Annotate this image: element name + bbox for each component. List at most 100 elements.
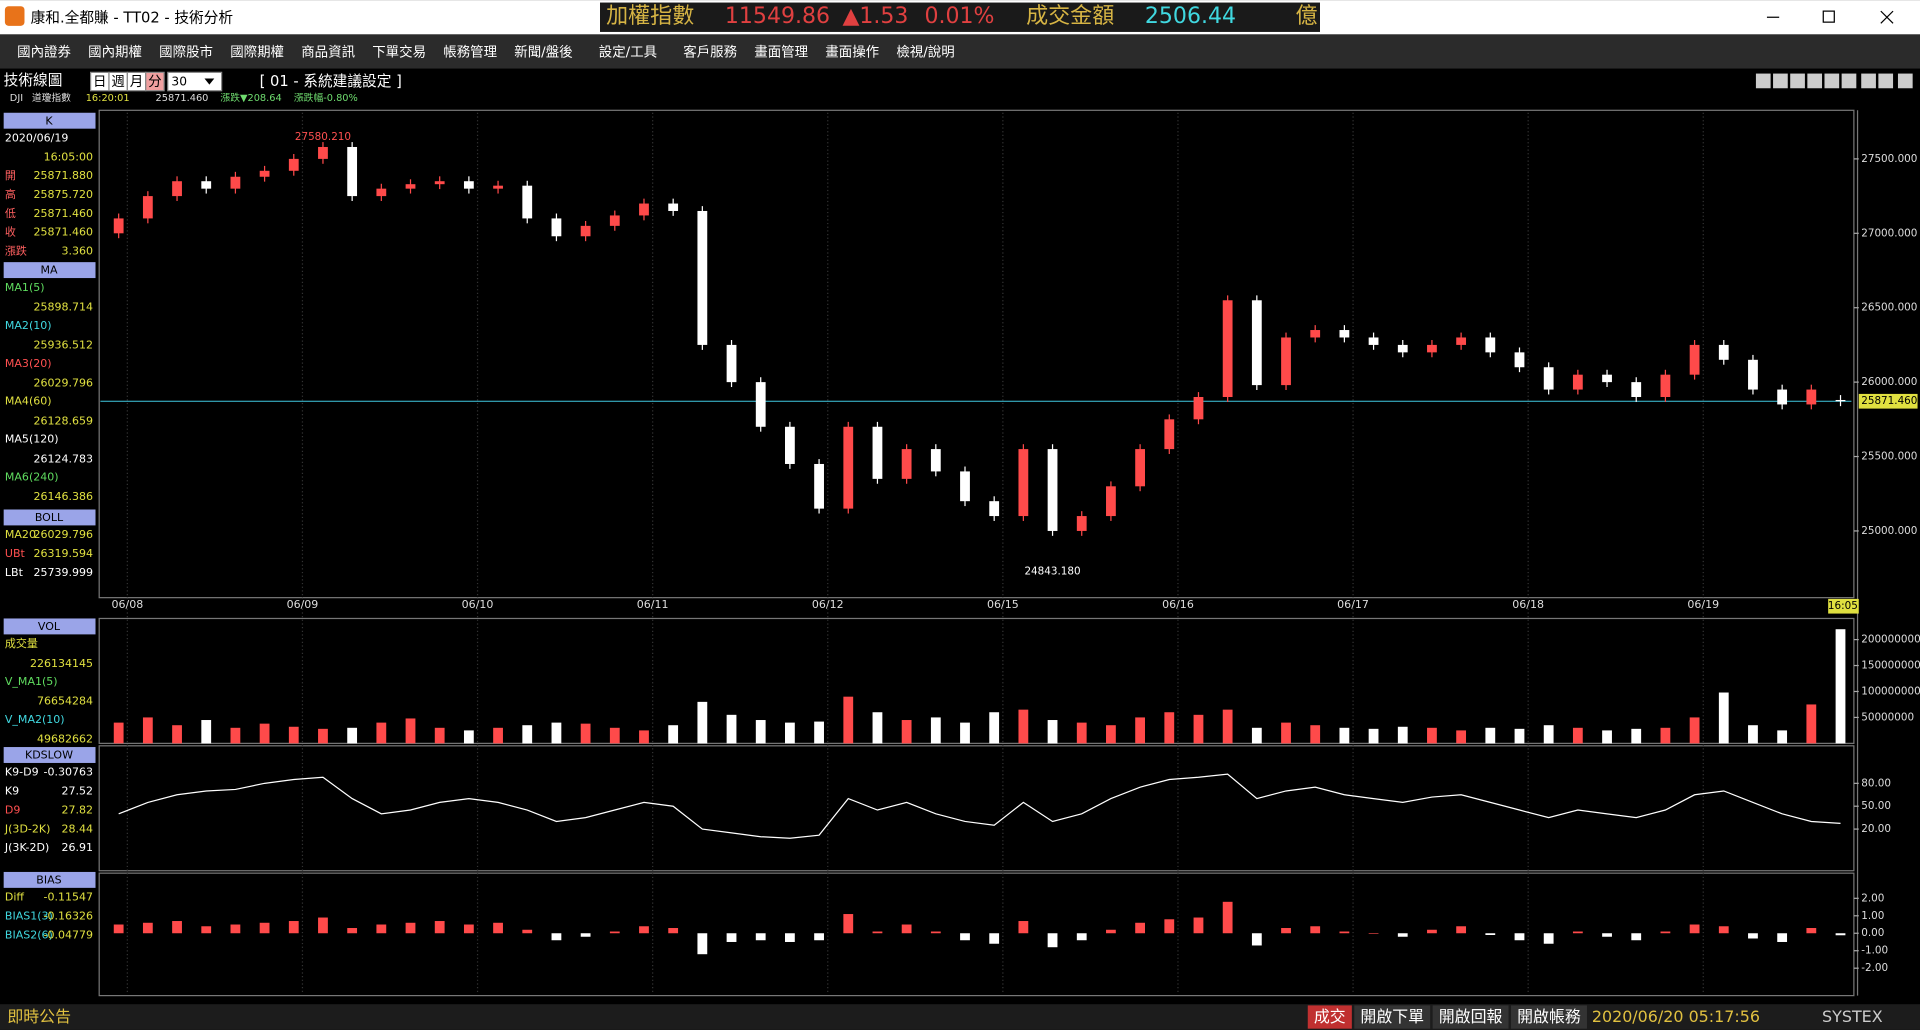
- bias-bar: [1281, 928, 1291, 934]
- info-value: -0.30763: [44, 766, 94, 779]
- candle: [1281, 337, 1291, 386]
- close-button[interactable]: [1880, 10, 1894, 24]
- symbol-price: 25871.460: [156, 93, 209, 104]
- last-price-label: 25871.460: [1861, 395, 1917, 407]
- tool-icon[interactable]: [1897, 73, 1913, 89]
- bias-bar: [493, 922, 503, 934]
- tool-icon[interactable]: [1861, 73, 1876, 89]
- menu-item[interactable]: 國內證券: [17, 44, 71, 61]
- quote-label: 加權指數: [606, 4, 694, 29]
- candle: [989, 501, 1000, 517]
- symbol-name: 道瓊指數: [32, 91, 71, 104]
- info-label: K9: [5, 785, 19, 798]
- datetime: 2020/06/20 05:17:56: [1592, 1007, 1760, 1026]
- candle: [1368, 337, 1379, 345]
- info-label: MA20: [5, 528, 36, 541]
- info-value: 25875.720: [33, 188, 93, 201]
- info-label: 低: [5, 207, 16, 220]
- status-button[interactable]: [1354, 1005, 1431, 1029]
- restore-button[interactable]: [1822, 10, 1835, 23]
- symbol-time: 16:20:01: [86, 93, 130, 104]
- plot: 27500.000 27000.000 26500.000 26000.000 2550…: [100, 112, 1920, 995]
- period-selector: 日週月分: [90, 71, 165, 92]
- time-marker-bg: [1828, 598, 1859, 614]
- status-button-label: 開啟回報: [1439, 1007, 1503, 1026]
- info-label: 漲跌: [5, 244, 27, 258]
- y-tick-label: 26500.000: [1861, 302, 1917, 314]
- bias-bar: [1339, 931, 1350, 934]
- candle: [376, 188, 387, 197]
- y-tick-label: 27000.000: [1861, 227, 1917, 239]
- menu-item[interactable]: 國內期權: [88, 45, 142, 61]
- last-price-tag: [1858, 393, 1918, 409]
- candle: [843, 426, 854, 509]
- info-label: V_MA2(10): [5, 713, 65, 726]
- menu-item[interactable]: 畫面操作: [825, 45, 879, 61]
- status-button[interactable]: [1432, 1005, 1509, 1029]
- status-button[interactable]: [1307, 1005, 1352, 1029]
- menu-item[interactable]: 畫面管理: [754, 45, 808, 61]
- candle: [785, 426, 795, 464]
- tool-icon[interactable]: [1773, 73, 1788, 89]
- candle: [1514, 352, 1525, 368]
- info-label: 2020/06/19: [5, 131, 68, 144]
- volume-bar: [172, 725, 182, 744]
- y-tick-label: 26000.000: [1861, 376, 1917, 388]
- volume-bar: [1193, 714, 1204, 744]
- x-tick-label: 06/16: [1162, 598, 1194, 611]
- menu-item[interactable]: 檢視/說明: [896, 44, 954, 61]
- volume-bar: [405, 718, 416, 744]
- y-tick-label: 200000000: [1861, 634, 1920, 646]
- y-tick-label: 20.00: [1861, 823, 1891, 835]
- info-value: -0.16326: [44, 910, 94, 923]
- status-button[interactable]: [1511, 1005, 1587, 1029]
- menu-item[interactable]: 客戶服務: [683, 44, 737, 61]
- volume-bar: [1222, 709, 1233, 744]
- candle: [522, 185, 533, 219]
- menu-item[interactable]: 下單交易: [372, 44, 426, 61]
- tool-icon[interactable]: [1807, 73, 1823, 89]
- quote-change-pct: 0.01%: [924, 4, 994, 29]
- notice[interactable]: 即時公告: [7, 1007, 71, 1026]
- info-label: MA5(120): [5, 433, 59, 446]
- volume-bar: [989, 712, 1000, 744]
- volume-bar: [1251, 727, 1262, 744]
- tool-icon[interactable]: [1824, 73, 1840, 89]
- status-button-label: 成交: [1314, 1007, 1346, 1026]
- bias-bar: [376, 924, 387, 934]
- volume-bar: [1018, 709, 1029, 744]
- info-label: BIAS1(3): [5, 910, 53, 923]
- candle: [960, 471, 970, 502]
- menu-item[interactable]: 國際期權: [230, 45, 284, 61]
- y-tick-label: -1.00: [1861, 945, 1888, 957]
- bias-bar: [872, 931, 883, 934]
- menu-item[interactable]: 設定/工具: [599, 45, 657, 61]
- tool-icon[interactable]: [1841, 73, 1857, 89]
- vol-panel-frame: [98, 617, 1855, 744]
- section-title: K: [45, 114, 53, 127]
- status-buttons: 成交 開啟下單 開啟回報 開啟帳務: [1307, 1005, 1587, 1029]
- candle: [113, 218, 124, 234]
- menu-item[interactable]: 商品資訊: [301, 45, 355, 61]
- tool-icon[interactable]: [1790, 73, 1805, 89]
- info-value: 26029.796: [33, 376, 93, 389]
- volume-bar: [668, 725, 679, 744]
- kd-panel-frame: [98, 745, 1855, 872]
- status-button-label: 開啟下單: [1360, 1007, 1424, 1026]
- info-label: J(3K-2D): [4, 841, 49, 854]
- window-title: 康和.全都賺 - TT02 - 技術分析: [31, 8, 234, 26]
- menu-item[interactable]: 帳務管理: [443, 45, 497, 61]
- setting-label[interactable]: [ 01 - 系統建議設定 ]: [260, 72, 402, 90]
- menu-item[interactable]: 新聞/盤後: [514, 45, 573, 61]
- interval-select[interactable]: [167, 71, 223, 92]
- tool-icon[interactable]: [1878, 73, 1894, 89]
- bias-bar: [1018, 921, 1029, 934]
- period-button[interactable]: [145, 71, 165, 92]
- tool-icon[interactable]: [1755, 73, 1771, 89]
- candle: [1748, 359, 1758, 390]
- info-value: 25898.714: [33, 300, 93, 313]
- menu-item[interactable]: 國際股市: [159, 44, 213, 61]
- candle: [1106, 486, 1116, 517]
- volume-bar: [1572, 727, 1583, 744]
- info-value: 49682662: [37, 733, 93, 746]
